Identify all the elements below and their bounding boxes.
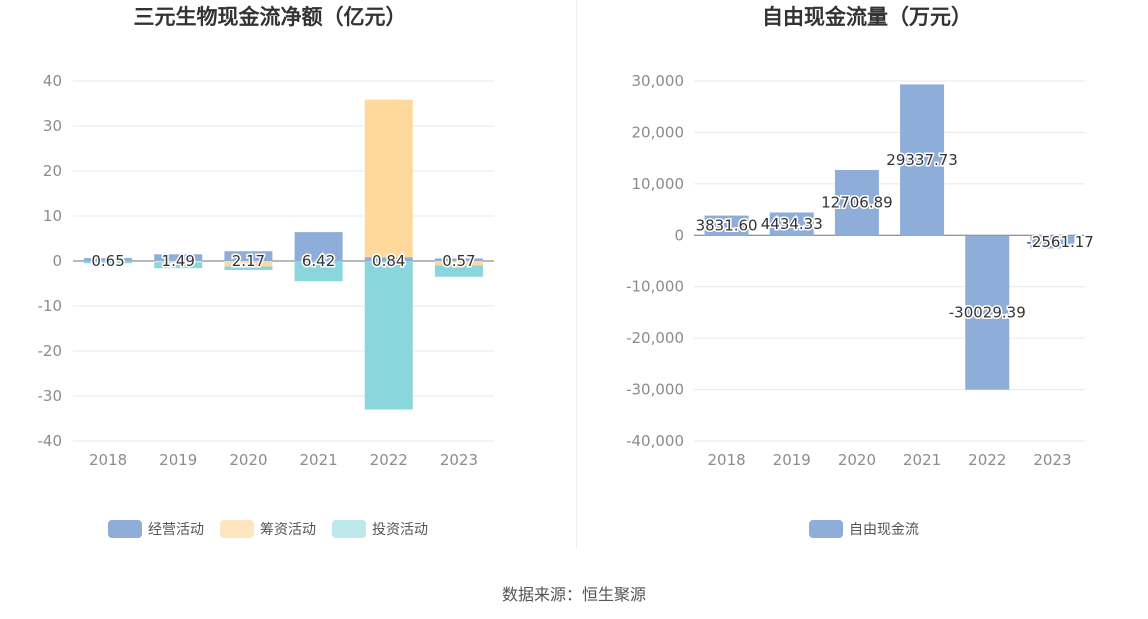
data-label: 0.65 [91,252,124,270]
y-tick-label: 40 [43,72,62,90]
y-tick-label: -30 [38,387,63,405]
cashflow-net-chart: 三元生物现金流净额（亿元） 40 30 20 10 0 -10 -20 -30 -40 0.65 1.… [38,5,494,538]
legend-label: 投资活动 [372,522,428,538]
y-tick-label: -40 [38,432,63,450]
bar-3-2020 [224,266,273,270]
x-tick-label: 2021 [299,451,337,469]
bar-1-2018 [84,258,133,261]
free-cashflow-chart: 自由现金流量（万元） 30,000 20,000 10,000 0 -10,000 -20,… [626,5,1095,538]
x-tick-label: 2022 [968,451,1006,469]
bar-1-2020 [834,169,879,236]
bar-3-2023 [434,265,483,277]
y-tick-label: 10 [43,207,62,225]
bar-3-2018 [84,261,133,264]
legend-swatch [809,520,843,538]
y-tick-label: 30 [43,117,62,135]
bar-2-2019 [154,261,203,263]
y-tick-label: -20 [38,342,63,360]
y-tick-label: 10,000 [632,175,685,193]
x-tick-label: 2018 [89,451,127,469]
x-tick-label: 2023 [1033,451,1071,469]
y-tick-label: -30,000 [626,381,684,399]
data-label: 3831.60 [696,216,758,234]
chart-divider [576,0,577,548]
y-tick-label: 0 [674,226,684,244]
y-tick-label: 20 [43,162,62,180]
bar-2-2022 [364,99,413,258]
data-label: 12706.89 [821,194,893,212]
y-tick-label: -20,000 [626,329,684,347]
bar-1-2018 [704,215,749,236]
y-tick-label: -10,000 [626,278,684,296]
bar-1-2023 [1030,235,1075,249]
legend-swatch [108,520,142,538]
bar-2-2020 [224,261,273,267]
x-tick-label: 2018 [707,451,745,469]
data-label: 4434.33 [761,215,823,233]
data-label: -2561.17 [1026,233,1093,251]
x-tick-label: 2020 [838,451,876,469]
chart-title: 自由现金流量（万元） [762,5,972,29]
bar-1-2019 [769,212,814,236]
bar-1-2022 [364,257,413,261]
x-tick-label: 2022 [370,451,408,469]
bar-1-2021 [900,84,945,236]
y-tick-label: -40,000 [626,432,684,450]
y-tick-label: 30,000 [632,72,685,90]
bar-1-2023 [434,258,483,261]
data-label: 0.57 [442,252,475,270]
x-tick-label: 2020 [229,451,267,469]
y-tick-label: 0 [52,252,62,270]
x-tick-label: 2021 [903,451,941,469]
y-tick-label: -10 [38,297,63,315]
data-label: 0.84 [372,252,405,270]
data-label: 29337.73 [886,151,958,169]
bar-1-2021 [294,232,343,261]
legend-label: 自由现金流 [849,522,919,538]
x-tick-label: 2019 [773,451,811,469]
bar-3-2022 [364,261,413,410]
bar-1-2020 [224,251,273,261]
bar-2-2023 [434,261,483,266]
data-label: -30029.39 [949,304,1026,322]
legend-label: 经营活动 [148,522,204,538]
bar-3-2021 [294,261,343,282]
legend-swatch [220,520,254,538]
x-tick-label: 2023 [440,451,478,469]
data-label: 6.42 [302,252,335,270]
chart-title: 三元生物现金流净额（亿元） [134,5,407,29]
legend-swatch [332,520,366,538]
data-label: 1.49 [162,252,195,270]
data-label: 2.17 [232,252,265,270]
bar-3-2019 [154,262,203,269]
legend-label: 筹资活动 [260,521,316,538]
data-source-text: 数据来源：恒生聚源 [501,585,646,604]
bar-1-2019 [154,254,203,261]
x-tick-label: 2019 [159,451,197,469]
bar-1-2022 [965,235,1010,390]
y-tick-label: 20,000 [632,123,685,141]
